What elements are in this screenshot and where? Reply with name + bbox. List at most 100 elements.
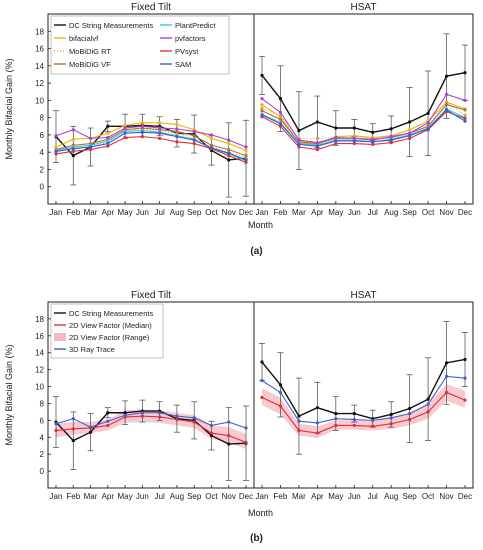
legend-label: pvfactors bbox=[175, 34, 206, 43]
y-tick-label: 14 bbox=[35, 349, 44, 358]
x-tick-label: Nov bbox=[439, 492, 453, 501]
data-point bbox=[71, 137, 75, 141]
data-point bbox=[227, 420, 231, 424]
data-point bbox=[352, 136, 356, 140]
y-tick-label: 10 bbox=[35, 96, 44, 105]
legend-label: MoBiDiG RT bbox=[69, 47, 111, 56]
data-point bbox=[444, 100, 449, 104]
x-tick-label: Jun bbox=[348, 208, 361, 217]
y-tick-label: 0 bbox=[40, 183, 45, 192]
x-tick-label: Mar bbox=[292, 492, 306, 501]
x-tick-label: Jan bbox=[256, 208, 269, 217]
series-line-fixed bbox=[55, 410, 247, 445]
x-tick-label: Mar bbox=[84, 492, 98, 501]
data-point bbox=[123, 123, 127, 128]
data-point bbox=[54, 145, 58, 149]
subplot-title-hsat: HSAT bbox=[351, 290, 377, 301]
data-point bbox=[463, 119, 467, 123]
data-point bbox=[71, 154, 75, 158]
data-point bbox=[352, 141, 356, 146]
data-point bbox=[54, 149, 58, 153]
series-line-fixed bbox=[55, 412, 247, 429]
data-point bbox=[88, 136, 93, 140]
series-line-fixed bbox=[55, 127, 247, 157]
y-tick-label: 8 bbox=[40, 399, 45, 408]
data-point bbox=[408, 412, 412, 416]
legend-swatch bbox=[54, 333, 66, 341]
data-point bbox=[334, 126, 338, 130]
legend: DC String Measurements bifacialvf MoBiDiG … bbox=[50, 15, 230, 75]
data-point bbox=[278, 117, 283, 121]
data-point bbox=[175, 129, 179, 134]
data-point bbox=[334, 141, 338, 146]
x-tick-label: Sep bbox=[403, 492, 418, 501]
data-point bbox=[408, 406, 412, 411]
x-tick-label: Apr bbox=[102, 492, 115, 501]
data-point bbox=[463, 113, 467, 117]
data-point bbox=[175, 140, 179, 144]
data-point bbox=[140, 121, 144, 125]
x-tick-label: Nov bbox=[222, 208, 236, 217]
data-point bbox=[389, 141, 393, 145]
data-point bbox=[408, 128, 412, 132]
data-point bbox=[244, 426, 248, 430]
data-point bbox=[71, 427, 75, 431]
legend-label: DC String Measurements bbox=[69, 309, 153, 318]
x-tick-label: Jan bbox=[256, 492, 269, 501]
series-line-fixed bbox=[55, 415, 247, 443]
data-point bbox=[278, 124, 283, 128]
data-point bbox=[278, 97, 283, 101]
data-point bbox=[297, 428, 301, 433]
data-point bbox=[227, 158, 231, 162]
subplot-title-hsat: HSAT bbox=[351, 2, 377, 13]
data-point bbox=[227, 138, 231, 142]
x-tick-label: Aug bbox=[384, 492, 398, 501]
series-line-hsat bbox=[261, 72, 466, 134]
series-line-fixed bbox=[55, 125, 247, 148]
y-tick-label: 12 bbox=[35, 366, 44, 375]
data-point bbox=[227, 141, 231, 146]
data-point bbox=[444, 374, 449, 378]
data-point bbox=[315, 147, 319, 152]
data-point bbox=[192, 129, 196, 134]
x-tick-label: Sep bbox=[187, 208, 202, 217]
data-point bbox=[106, 135, 110, 140]
data-point bbox=[315, 406, 319, 410]
x-tick-label: Apr bbox=[311, 208, 324, 217]
data-point bbox=[260, 395, 264, 400]
data-point bbox=[209, 143, 214, 147]
data-point bbox=[444, 74, 449, 78]
legend-label: DC String Measurements bbox=[69, 21, 153, 30]
data-point bbox=[158, 126, 162, 130]
data-point bbox=[426, 121, 430, 125]
data-point bbox=[209, 133, 214, 137]
x-tick-label: May bbox=[328, 208, 343, 217]
data-point bbox=[389, 138, 393, 142]
y-tick-label: 4 bbox=[40, 148, 45, 157]
x-tick-label: Dec bbox=[458, 208, 472, 217]
x-tick-label: Aug bbox=[384, 208, 398, 217]
y-tick-label: 4 bbox=[40, 433, 45, 442]
data-point bbox=[426, 111, 430, 115]
data-point bbox=[158, 136, 162, 140]
data-point bbox=[334, 139, 338, 143]
x-tick-label: Mar bbox=[84, 208, 98, 217]
data-point bbox=[244, 148, 248, 153]
chart-panel-1: Fixed Tilt HSAT 0 2 4 6 8 10 12 14 16 18 Monthly Bif… bbox=[4, 2, 474, 257]
data-point bbox=[106, 124, 110, 128]
data-point bbox=[278, 114, 283, 118]
data-point bbox=[244, 158, 248, 162]
y-tick-label: 18 bbox=[35, 315, 44, 324]
x-tick-label: May bbox=[118, 492, 133, 501]
data-point bbox=[88, 430, 93, 434]
data-point bbox=[175, 122, 179, 127]
data-point bbox=[209, 146, 214, 150]
data-point bbox=[315, 120, 319, 124]
data-point bbox=[88, 145, 93, 149]
data-point bbox=[88, 147, 93, 152]
data-point bbox=[463, 398, 467, 402]
chart-panel-2: Fixed Tilt HSAT 0 2 4 6 8 10 12 14 16 18 Monthly Bif… bbox=[4, 290, 474, 544]
series-line-fixed bbox=[55, 131, 247, 161]
data-point bbox=[244, 160, 248, 165]
